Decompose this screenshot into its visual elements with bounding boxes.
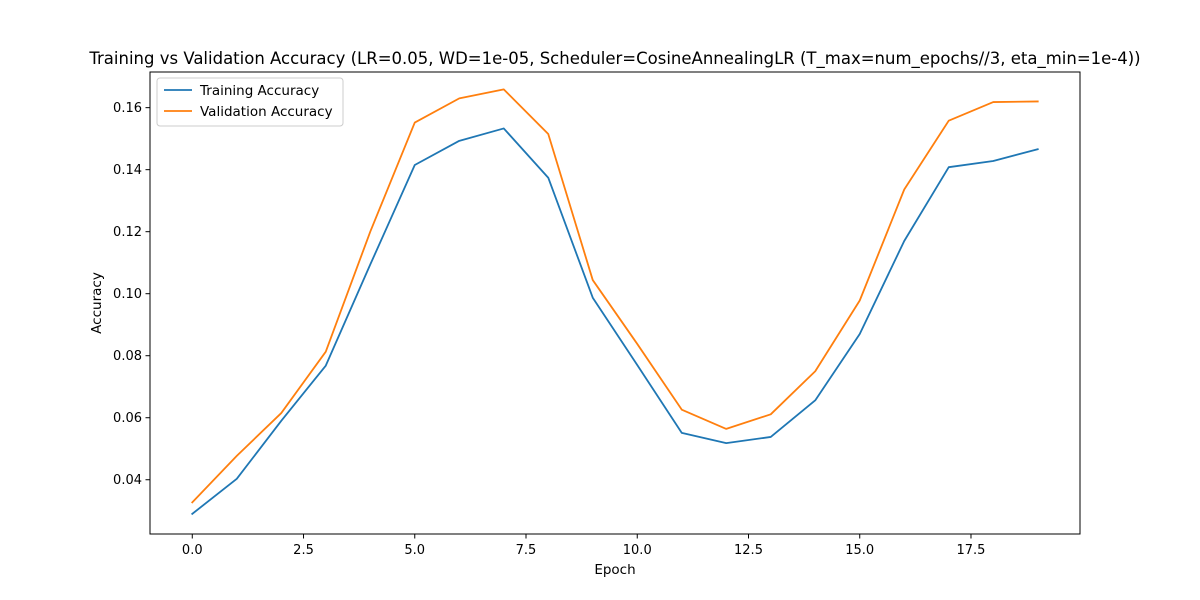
plot-frame [149,71,1081,535]
y-tick-label: 0.10 [113,287,142,302]
y-tick-label: 0.14 [113,163,142,178]
series-line-validation [190,88,1039,504]
y-tick-label: 0.04 [113,473,142,488]
y-axis-label: Accuracy [89,272,105,334]
x-tick-label: 17.5 [957,543,986,558]
legend: Training Accuracy Validation Accuracy [156,77,344,127]
chart-title: Training vs Validation Accuracy (LR=0.05… [88,49,1140,69]
y-tick-label: 0.12 [113,225,142,240]
y-tick-label: 0.08 [113,349,142,364]
x-tick-label: 5.0 [404,543,425,558]
x-tick-label: 15.0 [845,543,874,558]
y-tick-label: 0.06 [113,411,142,426]
y-tick-label: 0.16 [113,101,142,116]
x-tick-label: 12.5 [734,543,763,558]
y-axis: 0.04 0.06 0.08 0.10 0.12 0.14 0.16 [113,101,150,488]
x-axis-label: Epoch [594,562,635,578]
x-tick-label: 10.0 [623,543,652,558]
plot-area [190,88,1039,516]
x-tick-label: 2.5 [293,543,314,558]
x-axis: 0.0 2.5 5.0 7.5 10.0 12.5 15.0 17.5 [182,534,986,558]
legend-label: Training Accuracy [199,83,319,99]
x-tick-label: 7.5 [516,543,537,558]
legend-label: Validation Accuracy [200,104,333,120]
x-tick-label: 0.0 [182,543,203,558]
legend-box [156,77,344,127]
series-line-training [191,127,1039,516]
